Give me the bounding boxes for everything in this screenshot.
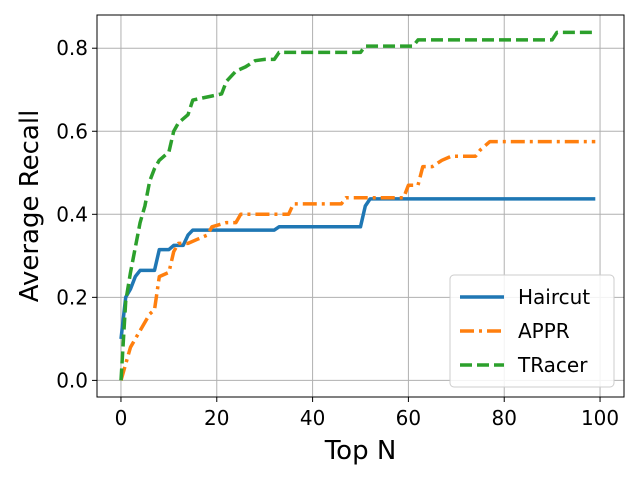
series-line-haircut [119,197,596,340]
series-line-tracer [119,30,596,381]
plot-frame [96,14,625,398]
legend-label: TRacer [517,353,588,377]
legend: Haircut APPR TRacer [449,274,615,388]
series-layer [119,30,596,381]
grid [97,15,624,397]
x-axis-title: Top N [324,436,397,466]
y-tick-label: 0.0 [56,368,88,392]
x-tick-label: 80 [492,406,517,430]
legend-box [449,274,615,388]
x-tick-label: 100 [581,406,619,430]
series-line-appr [119,139,596,381]
legend-label: Haircut [518,285,590,309]
y-tick-label: 0.2 [56,285,88,309]
x-tick-label: 60 [396,406,421,430]
x-tick-label: 40 [300,406,325,430]
legend-label: APPR [518,319,570,343]
y-axis-title: Average Recall [15,110,45,303]
y-tick-label: 0.4 [56,202,88,226]
y-tick-label: 0.8 [56,36,88,60]
ticks: 0 20 40 60 80 100 0.0 0.2 0.4 0.6 0.8 [56,36,619,430]
x-tick-label: 20 [204,406,229,430]
y-tick-label: 0.6 [56,119,88,143]
x-tick-label: 0 [115,406,128,430]
